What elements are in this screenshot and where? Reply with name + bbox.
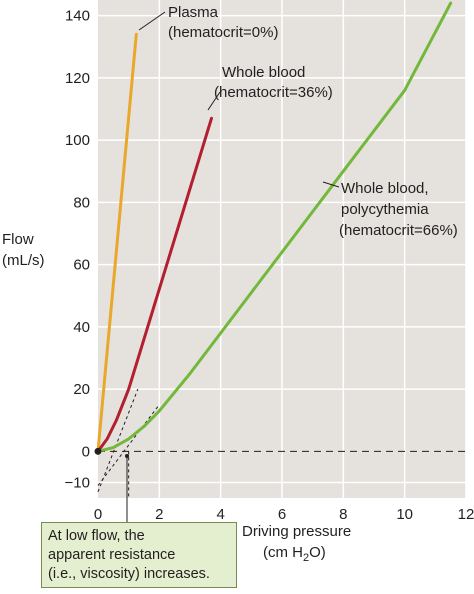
dashed-guide-1	[97, 388, 139, 492]
y-axis-ticks: −10 0 20 40 60 80 100 120 140	[65, 8, 90, 492]
y-tick-label-120: 120	[65, 70, 90, 87]
x-tick-label-2: 2	[155, 506, 163, 523]
dashed-guides	[97, 388, 466, 498]
series-label-polycythemia-line-3: (hematocrit=66%)	[339, 222, 458, 239]
y-tick-label-60: 60	[73, 257, 90, 274]
x-axis-title-line-2: (cm H2O)	[263, 544, 326, 564]
x-tick-label-0: 0	[94, 506, 102, 523]
annotation-line-2: apparent resistance	[48, 547, 176, 563]
series-lines	[94, 1, 453, 455]
y-tick-label-20: 20	[73, 381, 90, 398]
x-axis-ticks: 0 2 4 6 8 10 12	[94, 506, 474, 523]
x-tick-label-8: 8	[339, 506, 347, 523]
y-tick-label-0: 0	[82, 443, 90, 460]
origin-point	[94, 447, 102, 455]
y-tick-label-100: 100	[65, 132, 90, 149]
leader-polycythemia	[322, 181, 340, 188]
annotation-box: At low flow, the apparent resistance (i.…	[41, 522, 237, 588]
annotation-marker	[125, 454, 129, 458]
grid	[98, 0, 467, 498]
series-line-1	[96, 116, 213, 453]
series-label-whole-blood-line-2: (hematocrit=36%)	[214, 84, 333, 101]
x-tick-label-6: 6	[278, 506, 286, 523]
series-label-polycythemia-line-2: polycythemia	[341, 201, 429, 218]
x-axis-unit-pre: (cm H	[263, 544, 303, 561]
x-tick-label-10: 10	[396, 506, 413, 523]
series-label-plasma-line-1: Plasma	[168, 4, 219, 21]
y-axis-title-line-1: Flow	[2, 231, 34, 248]
annotation-line-1: At low flow, the	[48, 528, 145, 544]
annotation-line-3: (i.e., viscosity) increases.	[48, 566, 210, 582]
dashed-guide-2	[97, 404, 160, 486]
y-tick-label-40: 40	[73, 319, 90, 336]
x-tick-label-12: 12	[458, 506, 474, 523]
series-line-2	[96, 1, 453, 453]
x-tick-label-4: 4	[216, 506, 224, 523]
series-label-whole-blood-line-1: Whole blood	[222, 64, 305, 81]
y-tick-label-140: 140	[65, 8, 90, 25]
leader-whole-blood	[207, 91, 221, 111]
series-label-polycythemia-line-1: Whole blood,	[341, 180, 429, 197]
x-axis-title-line-1: Driving pressure	[242, 523, 351, 540]
series-label-plasma-line-2: (hematocrit=0%)	[168, 24, 278, 41]
y-tick-label--10: −10	[65, 474, 90, 491]
leader-plasma	[138, 11, 166, 31]
series-line-0	[96, 32, 138, 453]
y-tick-label-80: 80	[73, 194, 90, 211]
y-axis-title-line-2: (mL/s)	[2, 252, 45, 269]
x-axis-unit-sub: 2	[303, 552, 309, 564]
x-axis-unit-post: O)	[309, 544, 326, 561]
